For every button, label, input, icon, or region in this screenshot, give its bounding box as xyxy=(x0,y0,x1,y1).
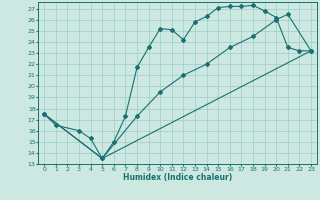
X-axis label: Humidex (Indice chaleur): Humidex (Indice chaleur) xyxy=(123,173,232,182)
